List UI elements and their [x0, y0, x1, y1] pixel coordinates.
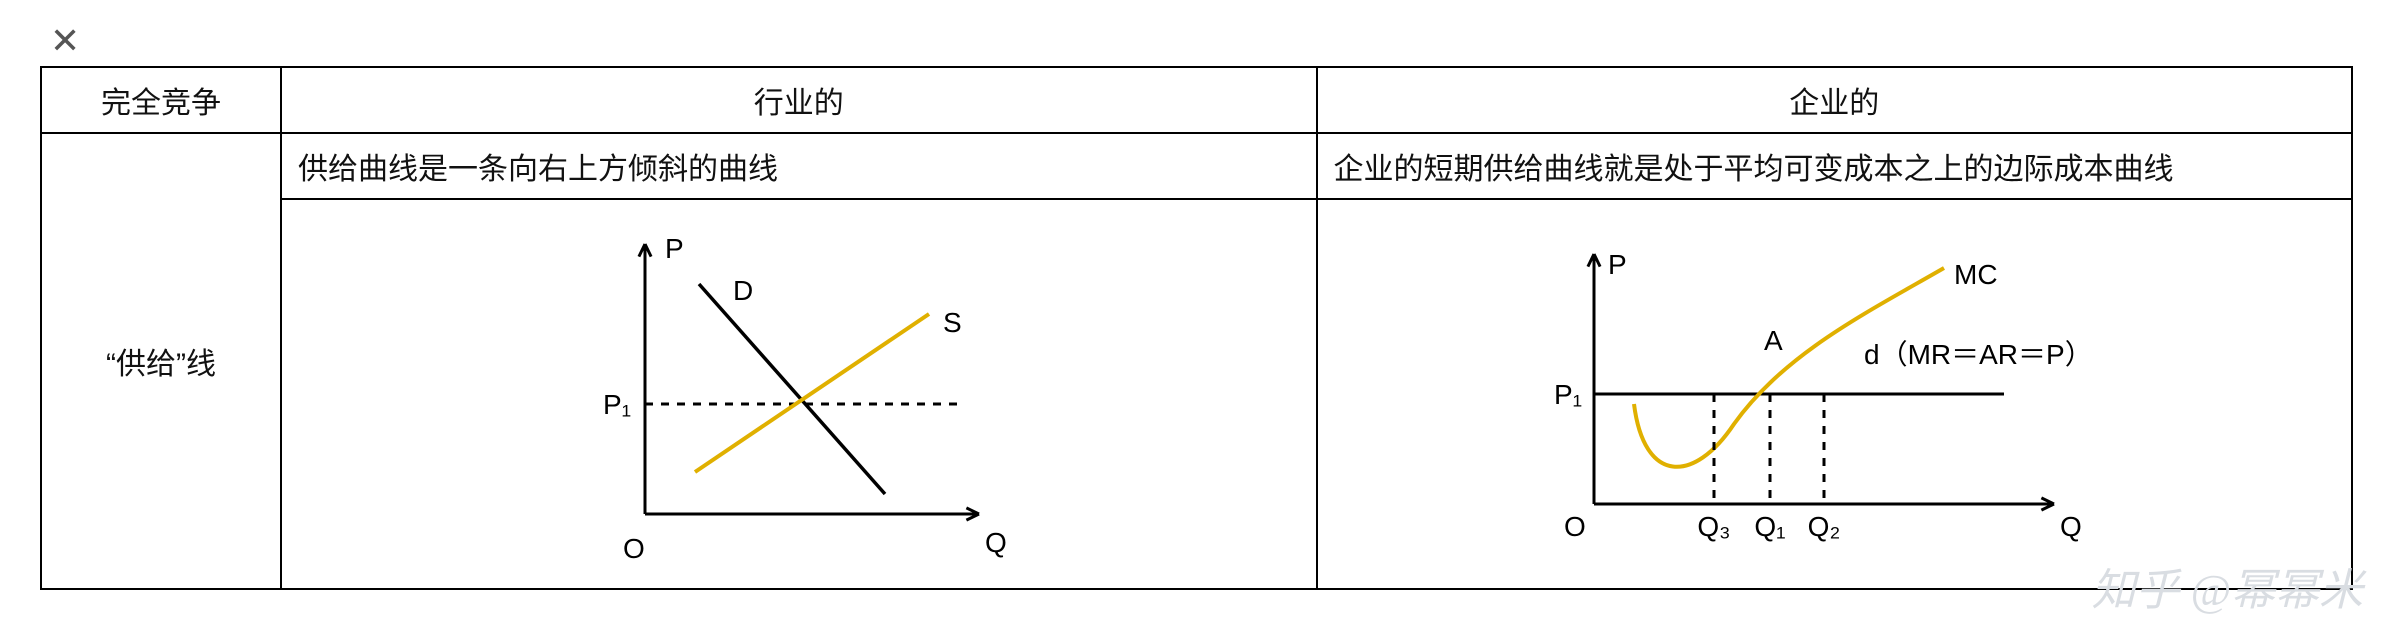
svg-text:D: D [733, 275, 753, 306]
header-col2: 行业的 [281, 67, 1317, 133]
row-label: “供给”线 [41, 133, 281, 589]
firm-chart-cell: Q₃ Q₁ Q₂ P Q O P₁ A MC d（MR＝AR＝P） [1317, 199, 2353, 589]
close-icon[interactable]: ✕ [50, 20, 2353, 62]
industry-chart-cell: P Q O P₁ D S [281, 199, 1317, 589]
svg-text:A: A [1764, 325, 1783, 356]
svg-text:P: P [1608, 249, 1627, 280]
svg-text:O: O [623, 533, 645, 564]
svg-text:Q: Q [985, 527, 1007, 558]
desc-industry: 供给曲线是一条向右上方倾斜的曲线 [281, 133, 1317, 199]
svg-text:MC: MC [1954, 259, 1998, 290]
svg-text:S: S [943, 307, 962, 338]
svg-text:P₁: P₁ [603, 389, 631, 420]
firm-chart: Q₃ Q₁ Q₂ P Q O P₁ A MC d（MR＝AR＝P） [1524, 224, 2144, 564]
svg-text:O: O [1564, 511, 1586, 542]
industry-chart: P Q O P₁ D S [549, 214, 1049, 574]
econ-table: 完全竞争 行业的 企业的 “供给”线 供给曲线是一条向右上方倾斜的曲线 企业的短… [40, 66, 2353, 590]
header-col3: 企业的 [1317, 67, 2353, 133]
svg-text:d（MR＝AR＝P）: d（MR＝AR＝P） [1864, 339, 2093, 370]
svg-text:P: P [665, 233, 684, 264]
desc-firm: 企业的短期供给曲线就是处于平均可变成本之上的边际成本曲线 [1317, 133, 2353, 199]
header-col1: 完全竞争 [41, 67, 281, 133]
svg-text:Q₂: Q₂ [1808, 511, 1841, 542]
svg-text:Q₃: Q₃ [1698, 511, 1731, 542]
svg-text:P₁: P₁ [1554, 379, 1582, 410]
svg-text:Q₁: Q₁ [1755, 511, 1786, 542]
svg-text:Q: Q [2060, 511, 2082, 542]
